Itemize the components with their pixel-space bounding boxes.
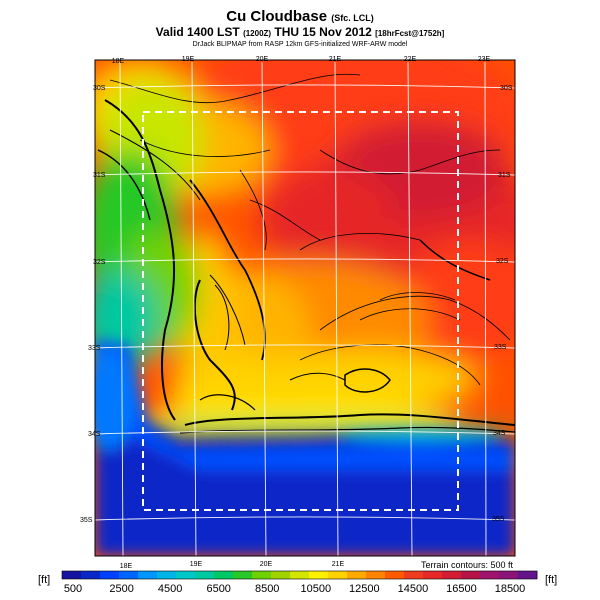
colorbar-label: 10500: [301, 583, 332, 595]
lon-label-top: 20E: [256, 56, 269, 63]
lon-label-top: 23E: [478, 56, 491, 63]
colorbar-swatch: [461, 571, 481, 579]
lon-label-top: 21E: [329, 56, 342, 63]
colorbar-swatch: [271, 571, 291, 579]
colorbar-swatch: [119, 571, 139, 579]
lat-label-left: 31S: [93, 172, 106, 179]
colorbar-swatch: [252, 571, 272, 579]
colorbar-label: 8500: [255, 583, 279, 595]
colorbar-swatch: [81, 571, 101, 579]
colorbar-outline: [61, 570, 538, 580]
lat-label-right: 34S: [493, 430, 506, 437]
valid-suffix: [18hrFcst@1752h]: [375, 29, 445, 38]
lat-label-right: 32S: [496, 258, 509, 265]
model-credit: DrJack BLIPMAP from RASP 12km GFS-initia…: [192, 41, 408, 48]
title-suffix: (Sfc. LCL): [331, 13, 374, 23]
colorbar-swatch: [157, 571, 177, 579]
colorbar-swatch: [214, 571, 234, 579]
colorbar-swatch: [385, 571, 405, 579]
colorbar-label: 6500: [206, 583, 230, 595]
lat-label-left: 33S: [88, 345, 101, 352]
colorbar-swatch: [423, 571, 443, 579]
map-title: Cu Cloudbase (Sfc. LCL): [0, 8, 600, 25]
lon-label-bottom: 18E: [120, 563, 133, 570]
colorbar-swatch: [176, 571, 196, 579]
lon-label-top: 22E: [404, 56, 417, 63]
colorbar-unit-left: [ft]: [38, 574, 50, 586]
lon-label-bottom: 21E: [332, 561, 345, 568]
colorbar-label: 14500: [398, 583, 429, 595]
colorbar-swatch: [442, 571, 462, 579]
colorbar-swatch: [100, 571, 120, 579]
map-field: [95, 60, 515, 556]
lon-label-bottom: 20E: [260, 561, 273, 568]
colorbar-swatch: [480, 571, 500, 579]
colorbar-swatch: [290, 571, 310, 579]
colorbar-label: 2500: [109, 583, 133, 595]
colorbar-swatch: [62, 571, 82, 579]
lat-label-right: 31S: [498, 172, 511, 179]
colorbar-swatch: [233, 571, 253, 579]
colorbar-label: 4500: [158, 583, 182, 595]
valid-code: (1200Z): [243, 29, 272, 38]
colorbar-label: 16500: [446, 583, 477, 595]
colorbar-swatch: [138, 571, 158, 579]
colorbar-swatch: [499, 571, 519, 579]
colorbar-swatch: [518, 571, 538, 579]
lon-label-top: 18E: [112, 58, 125, 65]
colorbar-swatch: [328, 571, 348, 579]
lat-label-right: 33S: [494, 344, 507, 351]
lon-label-bottom: 19E: [190, 561, 203, 568]
graticule: [94, 61, 516, 557]
lat-label-left: 34S: [88, 431, 101, 438]
valid-prefix: Valid 1400 LST: [155, 25, 240, 39]
lat-label-left: 30S: [93, 85, 106, 92]
colorbar-unit-right: [ft]: [545, 574, 557, 586]
colorbar-swatch: [404, 571, 424, 579]
colorbar: [61, 570, 538, 580]
inner-domain-box: [142, 111, 459, 511]
colorbar-swatch: [366, 571, 386, 579]
lat-label-right: 30S: [500, 85, 513, 92]
colorbar-swatch: [347, 571, 367, 579]
valid-date: THU 15 Nov 2012: [274, 25, 372, 39]
lat-label-left: 35S: [80, 517, 93, 524]
colorbar-label: 500: [64, 583, 82, 595]
map-frame: [94, 59, 516, 557]
title-main: Cu Cloudbase: [226, 8, 328, 25]
valid-time-line: Valid 1400 LST (1200Z) THU 15 Nov 2012 […: [0, 25, 600, 39]
lon-label-top: 19E: [182, 56, 195, 63]
lat-label-left: 32S: [93, 259, 106, 266]
colorbar-labels: 500 2500 4500 6500 8500 10500 12500 14500 16500 1…: [64, 583, 525, 595]
lat-label-right: 35S: [492, 516, 505, 523]
colorbar-label: 12500: [349, 583, 380, 595]
colorbar-label: 18500: [495, 583, 526, 595]
terrain-contours-note: Terrain contours: 500 ft: [421, 560, 514, 570]
colorbar-swatch: [195, 571, 215, 579]
colorbar-swatch: [309, 571, 329, 579]
